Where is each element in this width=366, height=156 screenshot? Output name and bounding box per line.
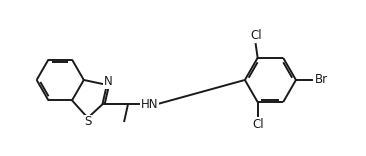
Text: HN: HN [141, 98, 158, 111]
Text: Cl: Cl [251, 29, 262, 42]
Text: S: S [84, 115, 92, 128]
Text: Cl: Cl [253, 118, 265, 131]
Text: Br: Br [315, 73, 328, 86]
Text: N: N [104, 75, 112, 88]
